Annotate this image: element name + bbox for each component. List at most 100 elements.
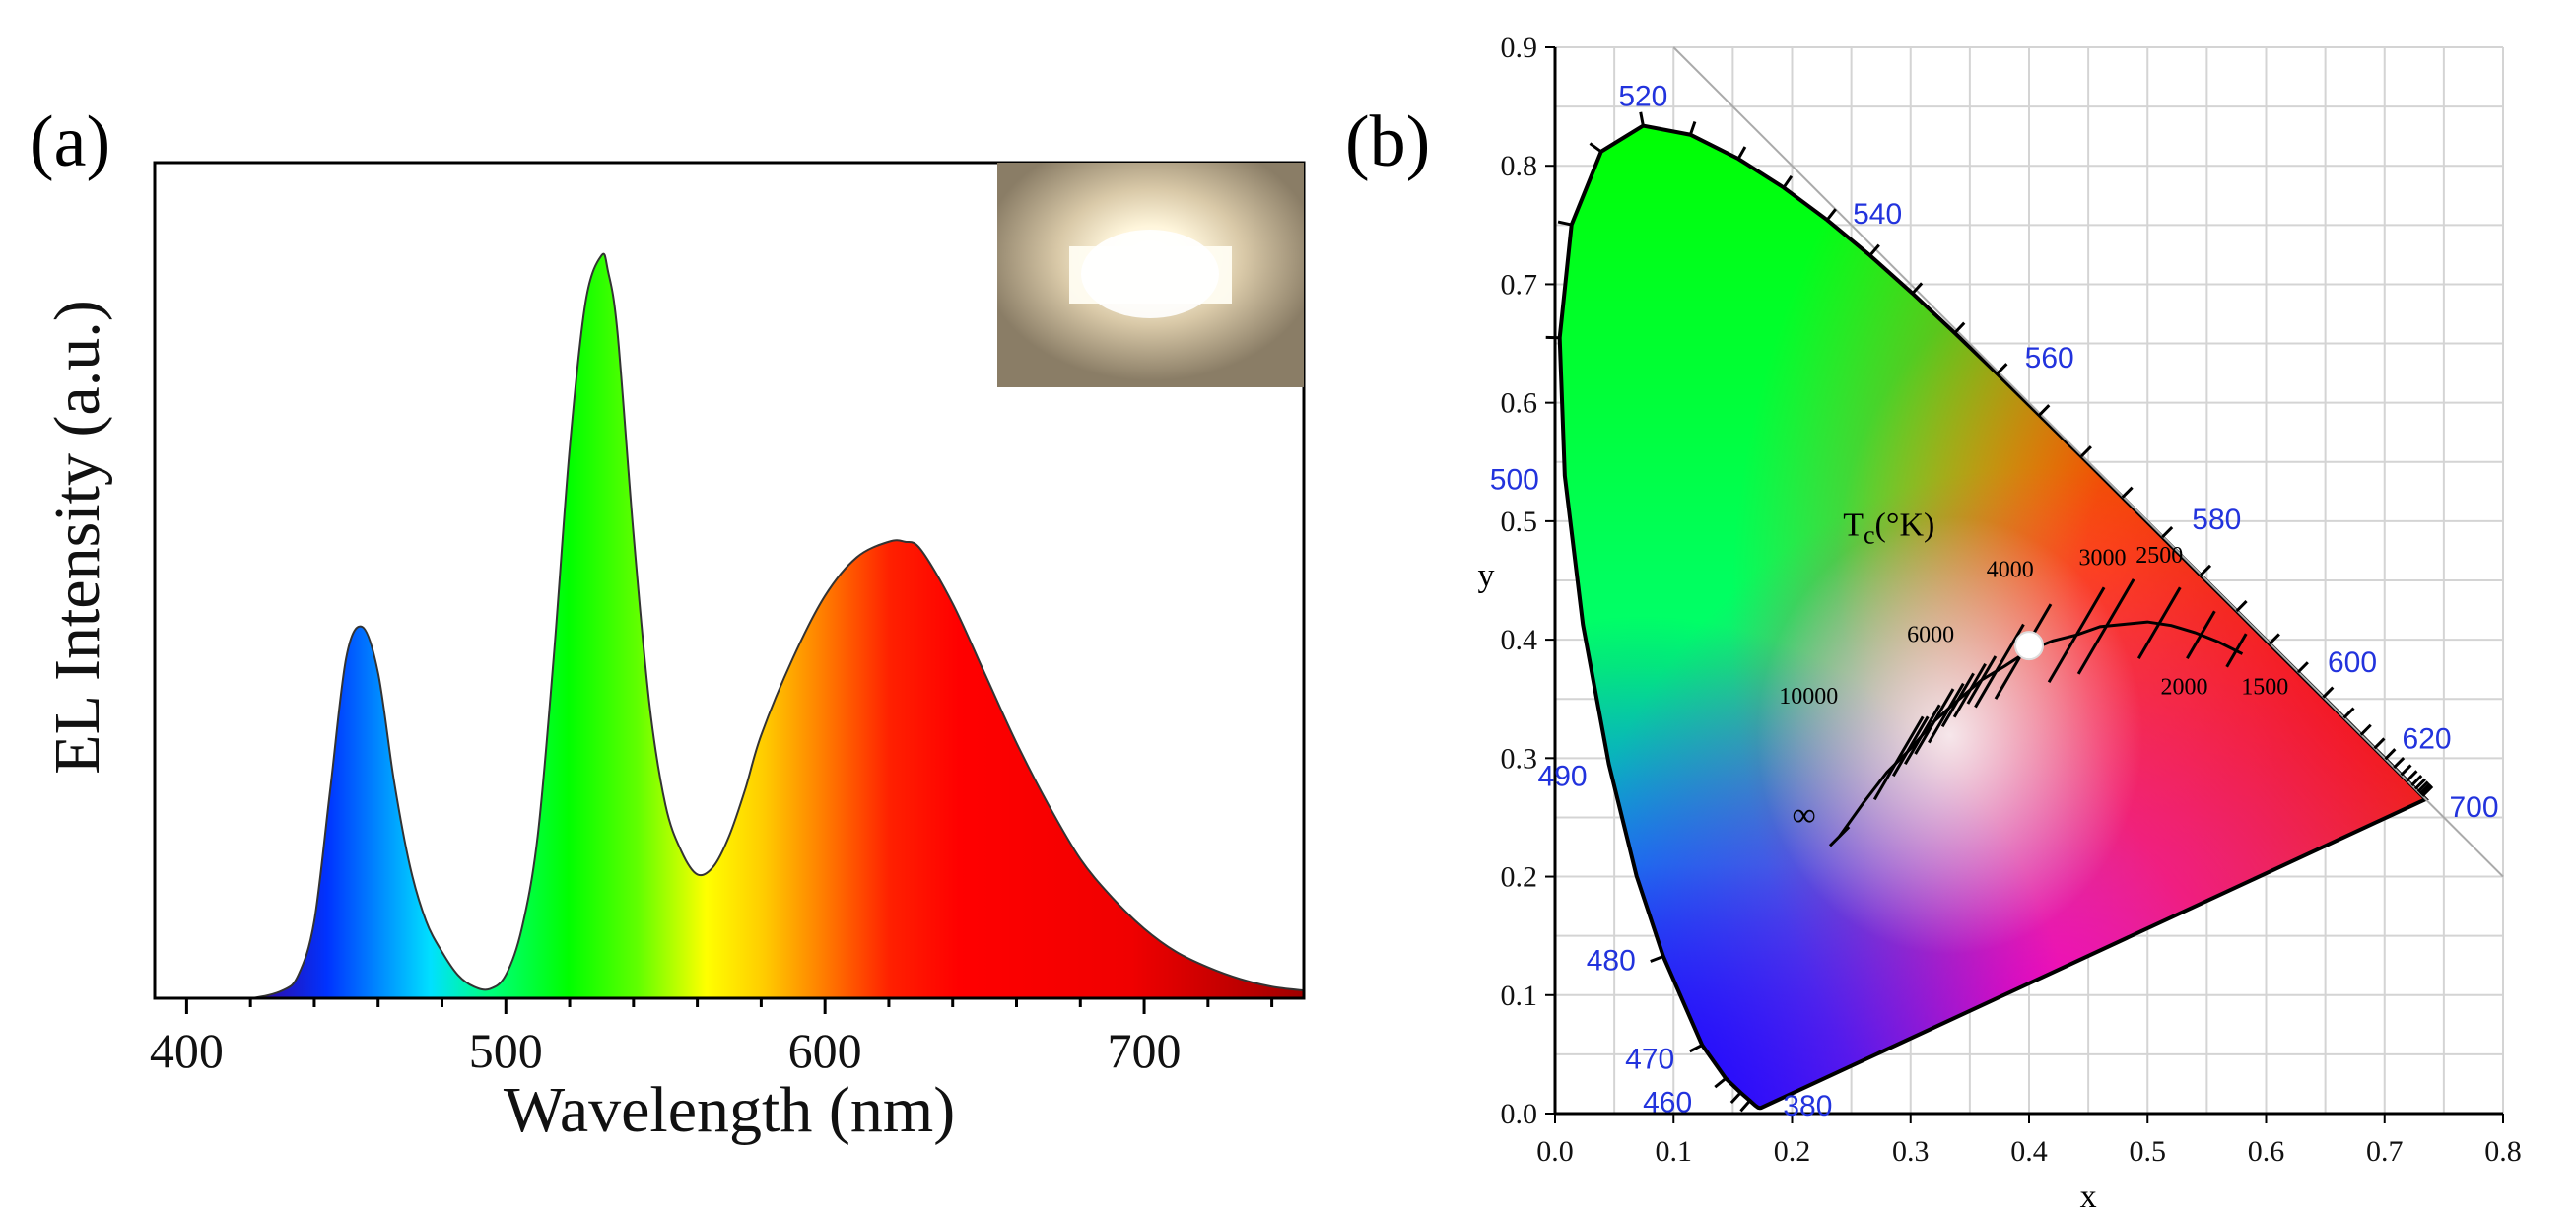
locus-tick [2079, 445, 2092, 458]
plot-frame-a [153, 161, 1306, 1000]
y-tick-label-b: 0.3 [1501, 742, 1538, 775]
locus-tick [2235, 600, 2248, 613]
y-axis-label-a: EL Intensity (a.u.) [41, 300, 113, 774]
locus-tick [1714, 1077, 1728, 1089]
x-tick-label-a: 700 [1108, 1023, 1182, 1078]
panel-label-a: (a) [30, 102, 110, 182]
isotemperature-line [1914, 688, 1955, 755]
wavelength-label: 560 [2025, 342, 2074, 374]
wavelength-label: 600 [2328, 646, 2377, 679]
locus-tick [2296, 661, 2309, 674]
isotemperature-line [2047, 586, 2106, 684]
locus-tick [1996, 363, 2008, 375]
locus-tick [1739, 1099, 1751, 1113]
x-tick-label-b: 0.1 [1656, 1135, 1693, 1168]
y-axis-label-b: y [1478, 558, 1495, 594]
locus-tick [1782, 174, 1794, 189]
y-tick-label-b: 0.2 [1501, 861, 1538, 894]
isotemperature-line [2225, 633, 2248, 668]
isotemperature-line [1891, 715, 1930, 778]
panel-b-chart: 0.0 0.1 0.2 0.3 0.4 0.5 0.6 0.7 0.8 0.0 0.1 0.2 0.3 0… [1478, 32, 2522, 1215]
x-tick-label-a: 400 [150, 1023, 224, 1078]
wavelength-label: 490 [1538, 760, 1588, 792]
isotemperature-line [2076, 578, 2135, 675]
locus-tick [2384, 748, 2397, 761]
wavelength-label: 500 [1490, 464, 1539, 497]
x-axis-a: 400 500 600 700 [150, 998, 1274, 1078]
locus-tick [2373, 737, 2386, 750]
isotemperature-line [1952, 663, 1987, 718]
locus-tick [1911, 282, 1924, 295]
locus-tick [2268, 633, 2280, 645]
x-tick-label-b: 0.8 [2484, 1135, 2522, 1168]
locus-tick [2393, 756, 2406, 770]
y-tick-label-b: 0.9 [1501, 32, 1538, 64]
wavelength-label: 620 [2403, 722, 2452, 755]
locus-tick [1639, 111, 1645, 126]
locus-tick [2359, 723, 2372, 736]
y-tick-label-b: 0.4 [1501, 624, 1538, 656]
locus-tick [2121, 486, 2134, 499]
x-axis-label-a: Wavelength (nm) [504, 1074, 955, 1146]
x-tick-label-b: 0.4 [2010, 1135, 2048, 1168]
locus-tick [2421, 784, 2434, 797]
y-tick-label-b: 0.5 [1501, 506, 1538, 538]
locus-tick [2420, 783, 2433, 796]
measured-point [2014, 631, 2044, 661]
y-tick-label-b: 0.0 [1501, 1098, 1538, 1130]
locus-ticks [1545, 111, 2434, 1113]
isotemperature-line [2136, 586, 2182, 660]
locus-tick [1868, 243, 1880, 257]
x-tick-label-a: 600 [788, 1023, 862, 1078]
isotemperature-line [1872, 715, 1925, 801]
isotemperature-line [1966, 655, 1998, 705]
panel-a-chart: 400 500 600 700 Wavelength (nm) EL Intensit… [41, 161, 1306, 1146]
locus-tick [2038, 404, 2051, 417]
x-tick-label-b: 0.7 [2366, 1135, 2404, 1168]
wavelength-label: 540 [1853, 198, 1902, 231]
locus-tick [1650, 955, 1664, 963]
locus-tick [1589, 142, 1602, 154]
x-tick-label-b: 0.2 [1774, 1135, 1811, 1168]
cct-label: ∞ [1793, 797, 1816, 834]
locus-tick [2342, 707, 2355, 719]
wavelength-label: 480 [1587, 944, 1636, 977]
wavelength-label: 580 [2192, 504, 2241, 536]
wavelength-label: 520 [1618, 81, 1667, 113]
isotemperature-line [1940, 672, 1975, 728]
wavelength-label: 380 [1783, 1090, 1832, 1122]
locus-tick [2418, 782, 2431, 795]
locus-tick [1557, 220, 1573, 227]
wavelength-label: 700 [2449, 791, 2498, 824]
isotemperature-lines [1828, 578, 2248, 847]
wavelength-label: 460 [1643, 1086, 1692, 1118]
x-tick-label-b: 0.6 [2248, 1135, 2285, 1168]
panel-label-b: (b) [1345, 102, 1430, 182]
locus-tick [1689, 1044, 1703, 1053]
y-tick-label-b: 0.7 [1501, 268, 1538, 301]
locus-tick [2416, 780, 2429, 793]
gamut-white [1559, 125, 2426, 1109]
cct-label: 2000 [2160, 674, 2207, 700]
inset-photo [997, 163, 1304, 387]
locus-tick [1736, 146, 1747, 160]
locus-tick [2406, 770, 2418, 782]
axes-b: 0.0 0.1 0.2 0.3 0.4 0.5 0.6 0.7 0.8 0.0 0.1 0.2 0.3 0… [1501, 32, 2522, 1168]
tc-label: Tc(°K) [1843, 507, 1934, 549]
wavelength-label: 470 [1625, 1044, 1674, 1076]
locus-tick [2413, 778, 2426, 790]
isotemperature-line [1903, 704, 1941, 766]
x-tick-label-b: 0.3 [1892, 1135, 1930, 1168]
locus-tick [1688, 121, 1697, 136]
cct-label: 10000 [1779, 684, 1838, 710]
cct-label: 1500 [2241, 674, 2288, 700]
cct-label: 3000 [2079, 545, 2127, 571]
x-tick-label-b: 0.0 [1536, 1135, 1574, 1168]
locus-tick [2200, 564, 2212, 576]
boundary-line [1672, 46, 2504, 878]
spectrum-area [155, 252, 1304, 998]
x-tick-label-a: 500 [469, 1023, 543, 1078]
isotemperature-line [1928, 682, 1965, 744]
y-tick-label-b: 0.6 [1501, 387, 1538, 420]
